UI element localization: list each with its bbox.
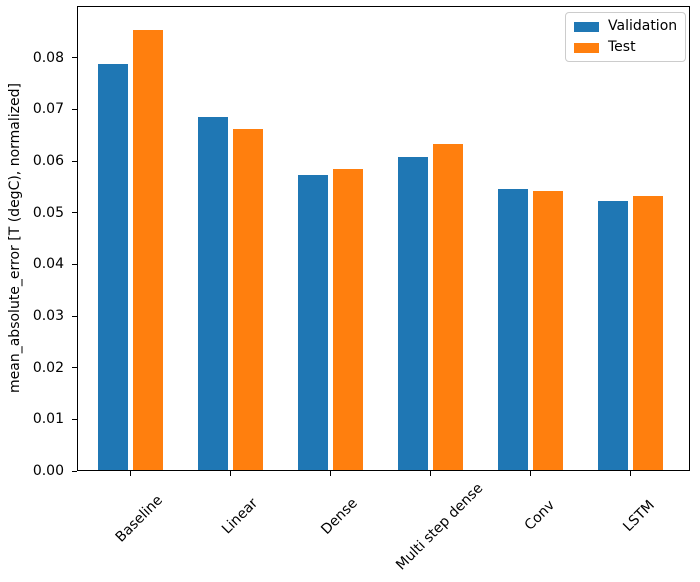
y-tick-mark (72, 108, 77, 110)
bar-test-baseline (133, 29, 164, 470)
bar-validation-linear (198, 116, 229, 470)
x-tick-label-baseline: Baseline (112, 492, 167, 546)
y-tick-label-0.06: 0.06 (32, 153, 64, 169)
y-tick-label-0.03: 0.03 (32, 308, 64, 324)
bar-test-multi-step-dense (433, 143, 464, 470)
x-tick-mark (330, 471, 332, 476)
y-tick-label-0.08: 0.08 (32, 49, 64, 66)
y-tick-mark (72, 470, 77, 472)
x-tick-mark (630, 471, 632, 476)
y-tick-mark (72, 160, 77, 162)
bar-test-linear (233, 128, 264, 470)
y-tick-mark (72, 367, 77, 369)
legend: Validation Test (565, 12, 686, 62)
y-tick-label-0.02: 0.02 (32, 359, 64, 376)
bar-validation-conv (498, 189, 529, 470)
bar-test-conv (533, 190, 564, 470)
x-tick-mark (230, 471, 232, 476)
legend-label-validation: Validation (608, 18, 678, 34)
y-tick-label-0.07: 0.07 (32, 101, 64, 118)
legend-item-test: Test (574, 40, 677, 55)
x-tick-label-multi-step-dense: Multi step dense (392, 479, 486, 573)
legend-swatch-test (574, 42, 599, 53)
bar-validation-lstm (598, 200, 629, 470)
x-tick-mark (130, 471, 132, 476)
y-axis-label: mean_absolute_error [T (degC), normalize… (7, 83, 23, 393)
y-tick-label-0.01: 0.01 (32, 411, 64, 428)
x-tick-label-conv: Conv (521, 497, 558, 534)
bar-validation-dense (298, 175, 329, 470)
y-tick-mark (72, 418, 77, 420)
y-tick-mark (72, 57, 77, 59)
x-tick-label-lstm: LSTM (620, 497, 659, 535)
y-tick-label-0.05: 0.05 (32, 204, 64, 221)
bar-test-dense (333, 169, 364, 470)
y-tick-label-0.04: 0.04 (32, 256, 64, 273)
y-tick-label-0.00: 0.00 (32, 463, 64, 479)
legend-label-test: Test (608, 39, 636, 55)
bar-validation-multi-step-dense (398, 157, 429, 470)
y-tick-mark (72, 212, 77, 214)
legend-item-validation: Validation (574, 19, 677, 34)
x-tick-label-dense: Dense (318, 495, 361, 539)
y-tick-mark (72, 263, 77, 265)
legend-swatch-validation (574, 21, 599, 32)
plot-area (77, 6, 690, 471)
bar-test-lstm (633, 195, 664, 470)
y-tick-mark (72, 315, 77, 317)
x-tick-mark (530, 471, 532, 476)
bar-validation-baseline (98, 64, 129, 470)
x-tick-mark (430, 471, 432, 476)
x-tick-label-linear: Linear (218, 495, 261, 538)
